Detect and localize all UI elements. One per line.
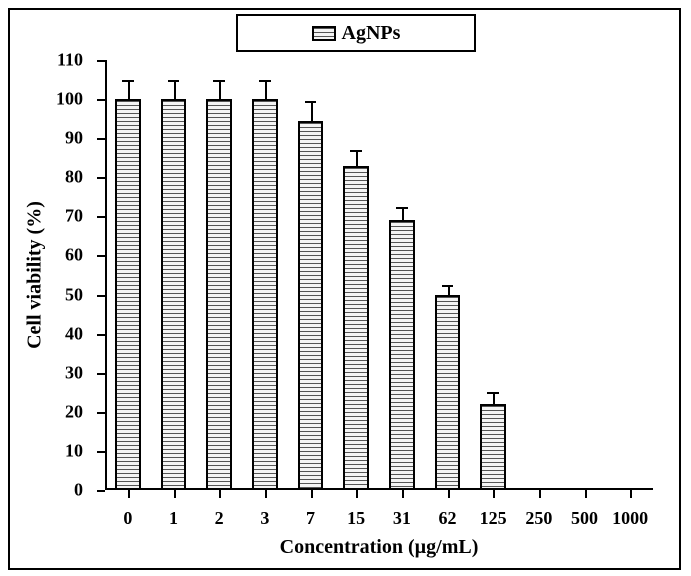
x-tick-label: 500 xyxy=(571,508,598,529)
y-tick xyxy=(97,216,105,218)
x-tick-label: 1000 xyxy=(612,508,648,529)
y-tick xyxy=(97,451,105,453)
error-bar-stem xyxy=(174,80,176,100)
error-bar-stem xyxy=(402,207,404,221)
error-bar-cap xyxy=(213,80,225,82)
x-tick-label: 1 xyxy=(169,508,178,529)
x-tick xyxy=(219,490,221,498)
y-tick xyxy=(97,490,105,492)
y-tick-label: 60 xyxy=(0,245,83,266)
y-tick-label: 50 xyxy=(0,284,83,305)
x-tick xyxy=(585,490,587,498)
x-tick-label: 125 xyxy=(480,508,507,529)
error-bar-cap xyxy=(396,207,408,209)
x-tick xyxy=(265,490,267,498)
error-bar-cap xyxy=(259,80,271,82)
error-bar-cap xyxy=(168,80,180,82)
x-tick xyxy=(311,490,313,498)
x-tick xyxy=(128,490,130,498)
bar xyxy=(206,99,232,490)
bar xyxy=(161,99,187,490)
bar xyxy=(115,99,141,490)
y-tick xyxy=(97,295,105,297)
bar xyxy=(252,99,278,490)
error-bar-cap xyxy=(442,285,454,287)
error-bar-cap xyxy=(122,80,134,82)
y-tick xyxy=(97,138,105,140)
error-bar-stem xyxy=(219,80,221,100)
y-tick xyxy=(97,373,105,375)
y-tick-label: 110 xyxy=(0,50,83,71)
x-tick-label: 0 xyxy=(123,508,132,529)
y-tick-label: 0 xyxy=(0,480,83,501)
legend-swatch xyxy=(312,26,336,41)
x-tick xyxy=(174,490,176,498)
x-tick xyxy=(356,490,358,498)
y-tick xyxy=(97,99,105,101)
error-bar-stem xyxy=(311,101,313,121)
legend-label: AgNPs xyxy=(342,22,401,45)
x-tick xyxy=(402,490,404,498)
y-tick-label: 10 xyxy=(0,440,83,461)
legend: AgNPs xyxy=(236,14,476,52)
y-tick xyxy=(97,255,105,257)
x-tick-label: 2 xyxy=(215,508,224,529)
x-tick-label: 3 xyxy=(260,508,269,529)
x-axis-title: Concentration (µg/mL) xyxy=(280,536,479,559)
error-bar-cap xyxy=(487,392,499,394)
x-tick xyxy=(630,490,632,498)
y-tick xyxy=(97,412,105,414)
x-tick-label: 250 xyxy=(525,508,552,529)
error-bar-stem xyxy=(128,80,130,100)
bar xyxy=(343,166,369,490)
x-tick xyxy=(539,490,541,498)
error-bar-stem xyxy=(356,150,358,166)
y-tick-label: 70 xyxy=(0,206,83,227)
bar xyxy=(435,295,461,490)
y-tick-label: 100 xyxy=(0,89,83,110)
x-tick-label: 62 xyxy=(439,508,457,529)
error-bar-stem xyxy=(265,80,267,100)
bar xyxy=(389,220,415,490)
x-tick xyxy=(493,490,495,498)
bar xyxy=(480,404,506,490)
y-tick-label: 80 xyxy=(0,167,83,188)
y-tick-label: 90 xyxy=(0,128,83,149)
y-tick-label: 30 xyxy=(0,362,83,383)
y-tick xyxy=(97,334,105,336)
bar xyxy=(298,121,324,490)
x-tick-label: 31 xyxy=(393,508,411,529)
y-tick xyxy=(97,177,105,179)
y-tick-label: 20 xyxy=(0,401,83,422)
error-bar-cap xyxy=(350,150,362,152)
y-tick-label: 40 xyxy=(0,323,83,344)
error-bar-cap xyxy=(305,101,317,103)
y-tick xyxy=(97,60,105,62)
plot-area xyxy=(105,60,653,490)
x-tick-label: 7 xyxy=(306,508,315,529)
x-tick xyxy=(448,490,450,498)
x-tick-label: 15 xyxy=(347,508,365,529)
